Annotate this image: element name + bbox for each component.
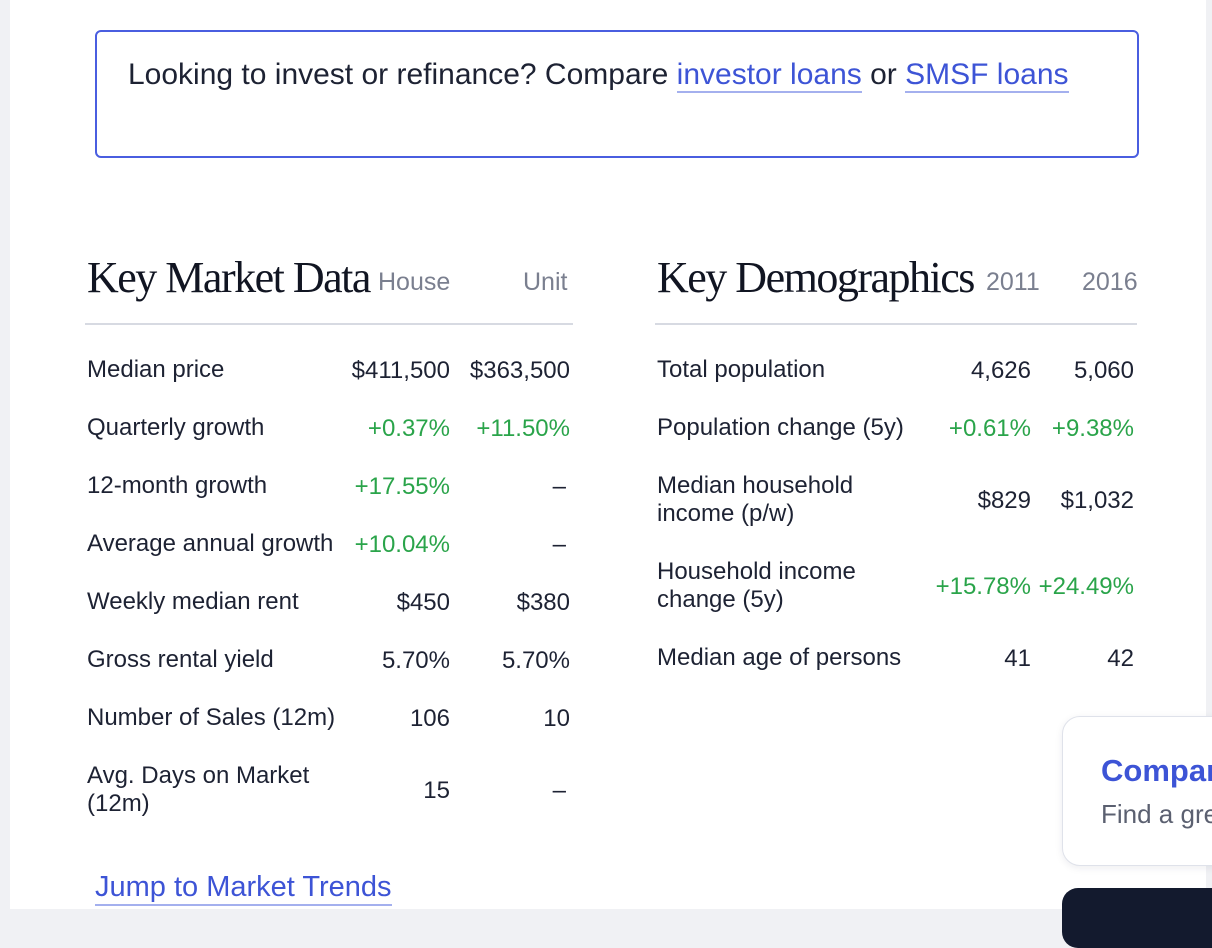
callout-text-middle: or <box>861 58 906 91</box>
row-label: Weekly median rent <box>87 588 299 615</box>
row-label: Average annual growth <box>87 530 334 557</box>
row-label: Median price <box>87 356 225 383</box>
demo-col-2011: 2011 <box>986 268 1040 296</box>
row-label: Avg. Days on Market (12m) <box>87 762 310 817</box>
house-value: +10.04% <box>354 531 450 558</box>
row-label: Quarterly growth <box>87 414 265 441</box>
market-data-title: Key Market Data <box>87 253 371 302</box>
jump-to-market-trends-link[interactable]: Jump to Market Trends <box>95 870 392 906</box>
house-value: +17.55% <box>354 473 450 500</box>
compare-card[interactable]: Compar Find a gre <box>1062 716 1212 866</box>
value-2016: $1,032 <box>1060 487 1134 514</box>
unit-value: 5.70% <box>501 647 570 674</box>
row-label: Gross rental yield <box>87 646 274 673</box>
house-value: 15 <box>423 777 450 804</box>
unit-value: $363,500 <box>469 357 570 384</box>
unit-value: +11.50% <box>476 415 570 442</box>
house-value: 106 <box>409 705 450 732</box>
row-label: Median household income (p/w) <box>657 472 854 527</box>
unit-value: $380 <box>516 589 570 616</box>
value-2016: +24.49% <box>1038 573 1134 600</box>
demographics-title: Key Demographics <box>657 253 975 302</box>
house-value: +0.37% <box>367 415 450 442</box>
value-2016: +9.38% <box>1051 415 1134 442</box>
unit-value: – <box>552 531 566 558</box>
callout-text: Looking to invest or refinance? Compare … <box>128 52 1088 97</box>
compare-card-subtitle: Find a gre <box>1101 799 1212 829</box>
unit-value: 10 <box>543 705 570 732</box>
house-value: $450 <box>396 589 450 616</box>
page-content: Looking to invest or refinance? Compare … <box>10 0 1206 909</box>
demo-col-2016: 2016 <box>1082 268 1138 296</box>
row-label: Household income change (5y) <box>657 558 856 613</box>
value-2016: 42 <box>1107 645 1134 672</box>
market-col-unit: Unit <box>523 268 568 296</box>
row-label: Total population <box>657 356 826 383</box>
dark-action-button[interactable] <box>1062 888 1212 948</box>
value-2011: +0.61% <box>948 415 1031 442</box>
callout-text-before: Looking to invest or refinance? Compare <box>128 58 677 91</box>
invest-callout: Looking to invest or refinance? Compare … <box>95 30 1139 158</box>
unit-value: – <box>552 777 566 804</box>
compare-card-title[interactable]: Compar <box>1101 753 1212 788</box>
value-2016: 5,060 <box>1073 357 1134 384</box>
unit-value: – <box>552 473 566 500</box>
row-label: 12-month growth <box>87 472 268 499</box>
market-col-house: House <box>378 268 451 296</box>
row-label: Median age of persons <box>657 644 902 671</box>
value-2011: 41 <box>1004 645 1031 672</box>
house-value: 5.70% <box>381 647 450 674</box>
row-label: Population change (5y) <box>657 414 904 441</box>
house-value: $411,500 <box>351 357 450 384</box>
value-2011: 4,626 <box>970 357 1031 384</box>
smsf-loans-link[interactable]: SMSF loans <box>905 58 1069 93</box>
value-2011: $829 <box>977 487 1031 514</box>
demographics-divider <box>655 323 1137 325</box>
row-label: Number of Sales (12m) <box>87 704 336 731</box>
value-2011: +15.78% <box>935 573 1031 600</box>
market-divider <box>85 323 573 325</box>
investor-loans-link[interactable]: investor loans <box>676 58 862 93</box>
